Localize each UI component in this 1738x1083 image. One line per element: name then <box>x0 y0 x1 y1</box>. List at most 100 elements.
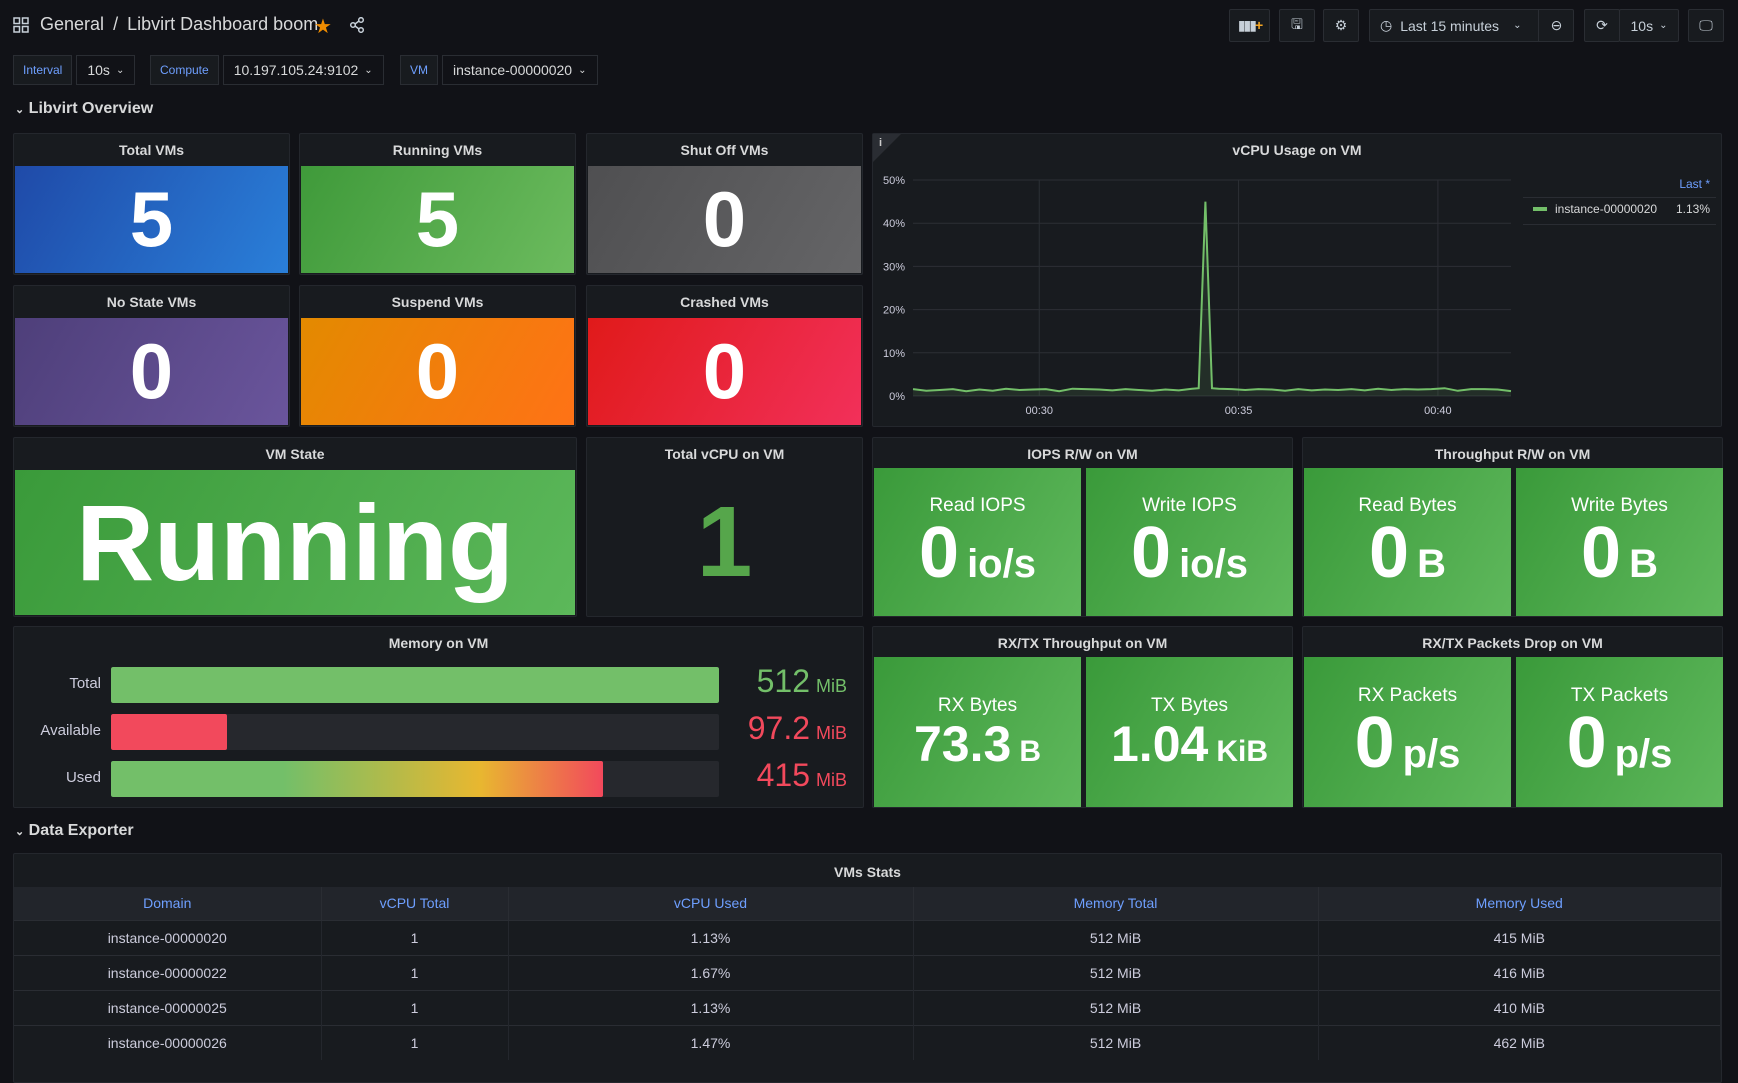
row-data-exporter[interactable]: ⌄ Data Exporter <box>15 822 134 840</box>
memory-bar-total <box>111 667 719 703</box>
stat-value: 73.3 <box>914 716 1012 772</box>
column-header[interactable]: vCPU Total <box>321 887 509 920</box>
refresh-interval-picker[interactable]: 10s ⌄ <box>1619 9 1679 42</box>
variable-value: 10s <box>87 62 110 78</box>
y-tick-label: 40% <box>883 218 905 230</box>
stat-label: TX Bytes <box>1150 695 1229 716</box>
info-corner-icon[interactable] <box>873 134 901 162</box>
stat-rx-bytes: RX Bytes 73.3 B <box>874 657 1081 807</box>
column-header[interactable]: vCPU Used <box>508 887 914 920</box>
legend-swatch <box>1533 207 1547 211</box>
row-libvirt-overview[interactable]: ⌄ Libvirt Overview <box>15 100 153 118</box>
add-panel-button[interactable]: ▮▮▮+ <box>1229 9 1270 42</box>
panel-title: Suspend VMs <box>391 294 484 310</box>
chevron-down-icon: ⌄ <box>364 64 373 76</box>
stat-value: 5 <box>301 166 574 273</box>
stat-write-bytes: Write Bytes 0 B <box>1516 468 1723 616</box>
breadcrumb-folder[interactable]: General <box>40 14 105 34</box>
row-title: Libvirt Overview <box>28 100 154 117</box>
stat-tx-packets: TX Packets 0 p/s <box>1516 657 1723 807</box>
stat-value: 0 <box>15 318 288 425</box>
table-cell: 1.67% <box>508 954 914 990</box>
table-cell: 1 <box>321 954 509 990</box>
time-picker[interactable]: ◷ Last 15 minutes ⌄ ⊖ <box>1369 9 1574 42</box>
vcpu-usage-chart[interactable]: 0% 10% 20% 30% 40% 50% 00:30 00:35 00:40 <box>873 134 1723 428</box>
dashboard-grid-icon[interactable] <box>13 17 29 33</box>
stat-unit: B <box>1417 542 1446 586</box>
table-cell: 512 MiB <box>913 954 1319 990</box>
memory-label: Available <box>40 722 101 739</box>
stat-value-wrap: 1.04 KiB <box>1111 719 1268 769</box>
x-tick-label: 00:35 <box>1225 405 1253 417</box>
panel-running-vms: Running VMs 5 <box>299 133 576 275</box>
legend-item[interactable]: instance-00000020 1.13% <box>1523 202 1716 225</box>
stat-value: 0 <box>1369 513 1410 593</box>
column-header[interactable]: Domain <box>14 887 322 920</box>
stat-unit: B <box>1629 542 1658 586</box>
x-tick-label: 00:40 <box>1424 405 1452 417</box>
panel-suspend-vms: Suspend VMs 0 <box>299 285 576 427</box>
add-panel-icon: ▮▮▮+ <box>1237 17 1263 33</box>
stat-unit: p/s <box>1614 732 1673 776</box>
column-header[interactable]: Memory Total <box>913 887 1319 920</box>
variable-select-compute[interactable]: 10.197.105.24:9102 ⌄ <box>222 55 384 85</box>
memory-value: 512 MiB <box>757 663 847 700</box>
stat-write-iops: Write IOPS 0 io/s <box>1086 468 1293 616</box>
stat-label: Write Bytes <box>1571 495 1668 516</box>
stat-unit: io/s <box>967 542 1036 586</box>
variable-select-vm[interactable]: instance-00000020 ⌄ <box>442 55 598 85</box>
y-tick-label: 30% <box>883 261 905 273</box>
panel-title: Crashed VMs <box>680 294 769 310</box>
table-cell: instance-00000026 <box>14 1024 322 1060</box>
table-cell: 1 <box>321 919 509 955</box>
stat-label: Read IOPS <box>929 495 1026 516</box>
memory-value: 415 MiB <box>757 757 847 794</box>
panel-rxtx: RX/TX Throughput on VM RX Bytes 73.3 B TX By… <box>872 626 1293 808</box>
chevron-down-icon: ⌄ <box>1659 20 1668 31</box>
zoom-out-icon[interactable]: ⊖ <box>1538 10 1574 41</box>
chevron-down-icon: ⌄ <box>15 104 25 116</box>
table-cell: 512 MiB <box>913 1024 1319 1060</box>
variable-select-interval[interactable]: 10s ⌄ <box>76 55 136 85</box>
share-icon[interactable] <box>349 17 365 33</box>
refresh-button[interactable]: ⟳ <box>1584 9 1620 42</box>
stat-unit: KiB <box>1216 735 1268 768</box>
tv-mode-button[interactable]: 🖵 <box>1688 9 1724 42</box>
memory-label: Total <box>69 675 101 692</box>
column-header[interactable]: Memory Used <box>1318 887 1721 920</box>
legend-series-name: instance-00000020 <box>1555 202 1658 216</box>
memory-bar-fill <box>111 667 719 703</box>
stat-label: Read Bytes <box>1358 495 1457 516</box>
save-icon: 🖫 <box>1291 15 1303 32</box>
legend-header[interactable]: Last * <box>1523 177 1716 198</box>
panel-title: No State VMs <box>106 294 197 310</box>
panel-title: Running VMs <box>392 142 483 158</box>
dashboard-title[interactable]: Libvirt Dashboard boom <box>127 14 319 34</box>
panel-vcpu-usage: i vCPU Usage on VM 0% 10% 20% 30% 40% 50% 00:3… <box>872 133 1722 427</box>
memory-value: 97.2 MiB <box>748 710 847 747</box>
series-line-instance-00000020[interactable] <box>912 201 1512 393</box>
save-button[interactable]: 🖫 <box>1279 9 1315 42</box>
stat-label: RX Bytes <box>937 695 1018 716</box>
table-cell: instance-00000025 <box>14 989 322 1025</box>
stat-value: 5 <box>15 166 288 273</box>
memory-bar-available <box>111 714 719 750</box>
stat-read-bytes: Read Bytes 0 B <box>1304 468 1511 616</box>
panel-title: RX/TX Throughput on VM <box>997 635 1168 651</box>
stat-value: 0 <box>1131 513 1172 593</box>
settings-button[interactable]: ⚙ <box>1323 9 1359 42</box>
stat-value: 0 <box>1354 703 1395 783</box>
info-icon: i <box>879 137 883 149</box>
memory-bar-fill <box>111 714 227 750</box>
table-cell: 1.13% <box>508 989 914 1025</box>
clock-icon: ◷ <box>1380 17 1393 33</box>
breadcrumb: General / Libvirt Dashboard boom <box>40 14 318 35</box>
panel-throughput: Throughput R/W on VM Read Bytes 0 B Write By… <box>1302 437 1723 617</box>
total-vcpu-value: 1 <box>696 486 753 598</box>
refresh-interval-label: 10s <box>1630 17 1654 34</box>
stat-value: 0 <box>588 166 861 273</box>
star-icon[interactable]: ★ <box>314 16 332 38</box>
memory-label: Used <box>65 769 101 786</box>
stat-value-wrap: 0 io/s <box>1131 517 1248 589</box>
